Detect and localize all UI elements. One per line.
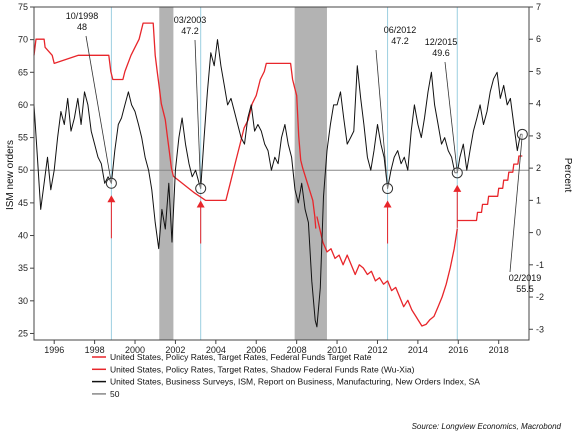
annotation-value-5: 55.5 xyxy=(516,284,534,294)
y-left-tick-label: 55 xyxy=(18,133,28,143)
annotation-leader-2 xyxy=(194,39,202,189)
y-left-tick-label: 70 xyxy=(18,35,28,45)
y-left-tick-label: 30 xyxy=(18,296,28,306)
annotation-date-5: 02/2019 xyxy=(509,273,542,283)
y-right-tick-label: 6 xyxy=(536,34,541,44)
annotation-marker-4 xyxy=(451,167,463,179)
y-axis-title-left: ISM new orders xyxy=(5,140,16,210)
series-lines xyxy=(33,22,529,328)
y-left-tick-label: 75 xyxy=(18,2,28,12)
legend-label-2: United States, Policy Rates, Target Rate… xyxy=(110,364,415,374)
red-arrow-head-1 xyxy=(107,195,116,203)
red-arrow-head-3 xyxy=(383,200,392,208)
x-tick-label: 2014 xyxy=(408,345,428,355)
recession-band-2 xyxy=(294,7,327,340)
recession-band-1 xyxy=(159,7,174,340)
y-right-tick-label: 7 xyxy=(536,2,541,12)
annotation-leader-1 xyxy=(85,35,112,184)
annotation-marker-2 xyxy=(195,183,207,195)
legend-label-4: 50 xyxy=(110,389,120,399)
y-left-tick-label: 50 xyxy=(18,165,28,175)
x-tick-label: 2018 xyxy=(489,345,509,355)
red-arrow-head-2 xyxy=(196,200,205,208)
annotation-date-4: 12/2015 xyxy=(425,37,458,47)
annotation-marker-3 xyxy=(382,183,394,195)
legend-label-1: United States, Policy Rates, Target Rate… xyxy=(110,352,372,362)
red-arrow-head-4 xyxy=(453,184,462,192)
source-note: Source: Longview Economics, Macrobond xyxy=(412,422,562,431)
y-left-tick-label: 35 xyxy=(18,263,28,273)
annotation-date-2: 03/2003 xyxy=(174,15,207,25)
legend-label-3: United States, Business Surveys, ISM, Re… xyxy=(110,377,480,387)
y-left-tick-label: 65 xyxy=(18,67,28,77)
series-line-2 xyxy=(316,216,458,327)
x-tick-label: 1998 xyxy=(85,345,105,355)
annotation-date-1: 10/1998 xyxy=(66,11,99,21)
annotation-value-1: 48 xyxy=(77,22,87,32)
axes: 1996 1998 2000 2002 2004 2006 2008 2010 2012 2014… xyxy=(18,2,544,355)
recession-shading xyxy=(159,7,327,340)
x-tick-label: 2016 xyxy=(448,345,468,355)
y-right-tick-label: 3 xyxy=(536,131,541,141)
annotation-value-2: 47.2 xyxy=(181,26,199,36)
y-right-tick-label: 1 xyxy=(536,195,541,205)
x-tick-label: 2008 xyxy=(287,345,307,355)
y-left-tick-label: 60 xyxy=(18,100,28,110)
y-right-tick-label: -3 xyxy=(536,324,544,334)
y-axis-title-right: Percent xyxy=(562,158,573,193)
annotation-value-3: 47.2 xyxy=(391,36,409,46)
x-tick-label: 2010 xyxy=(327,345,347,355)
vertical-markers xyxy=(110,7,458,340)
legend: United States, Policy Rates, Target Rate… xyxy=(92,352,480,399)
series-line-3 xyxy=(457,155,523,222)
annotation-leader-5 xyxy=(509,134,523,273)
y-left-tick-label: 25 xyxy=(18,328,28,338)
x-tick-label: 2002 xyxy=(165,345,185,355)
series-line-1 xyxy=(33,22,317,229)
x-tick-label: 2012 xyxy=(367,345,387,355)
y-right-tick-label: -1 xyxy=(536,260,544,270)
y-right-tick-label: 2 xyxy=(536,163,541,173)
annotation-date-3: 06/2012 xyxy=(384,25,417,35)
plot-frame xyxy=(33,6,530,341)
y-right-tick-label: 4 xyxy=(536,99,541,109)
annotation-leader-3 xyxy=(375,49,388,189)
x-tick-label: 2004 xyxy=(206,345,226,355)
y-left-tick-label: 45 xyxy=(18,198,28,208)
annotation-value-4: 49.6 xyxy=(432,48,450,58)
x-tick-label: 2000 xyxy=(125,345,145,355)
annotation-marker-5 xyxy=(516,128,528,140)
y-left-tick-label: 40 xyxy=(18,231,28,241)
annotation-marker-1 xyxy=(105,177,117,189)
x-tick-label: 2006 xyxy=(246,345,266,355)
y-right-tick-label: 5 xyxy=(536,66,541,76)
series-line-4 xyxy=(33,39,523,328)
y-right-tick-label: -2 xyxy=(536,292,544,302)
x-tick-label: 1996 xyxy=(44,345,64,355)
annotation-leader-4 xyxy=(444,61,458,173)
y-right-tick-label: 0 xyxy=(536,228,541,238)
